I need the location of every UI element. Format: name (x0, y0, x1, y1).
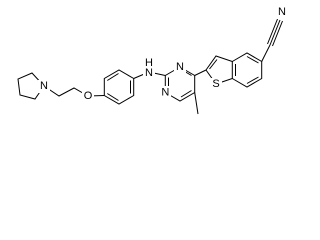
benzene-ring (232, 52, 263, 88)
label-bg (210, 78, 222, 91)
label-bg (276, 6, 288, 19)
atom-label: H (145, 57, 153, 69)
atom-labels: N S N N N H O N (38, 6, 288, 103)
triple-bond (272, 20, 283, 47)
nitrile-bond (261, 44, 271, 62)
atom-label: N (278, 6, 286, 18)
atom-label: S (212, 78, 219, 90)
pyrrolidine-ring (17, 72, 45, 100)
ethyl-linker (43, 85, 89, 97)
label-bg (174, 61, 186, 74)
label-bg (159, 86, 171, 99)
structure-diagram: N S N N N H O N (17, 6, 288, 115)
atom-label: N (145, 67, 153, 79)
double-bond (107, 73, 119, 81)
double-bond (209, 59, 218, 70)
atom-label: O (84, 90, 93, 102)
phenyl-ring (103, 69, 135, 105)
double-bond (107, 93, 119, 101)
triple-bond (267, 18, 278, 45)
atom-label: N (176, 61, 184, 73)
label-bg (82, 90, 94, 103)
label-bg (143, 58, 155, 79)
double-bond (246, 76, 259, 84)
double-bond (180, 90, 192, 98)
ring-link (194, 69, 207, 76)
double-bond (246, 56, 259, 64)
triple-bond (269, 19, 281, 46)
label-bg (38, 80, 50, 93)
atom-label: N (40, 80, 48, 92)
atom-label: N (161, 87, 169, 99)
methyl-bond (194, 92, 199, 115)
